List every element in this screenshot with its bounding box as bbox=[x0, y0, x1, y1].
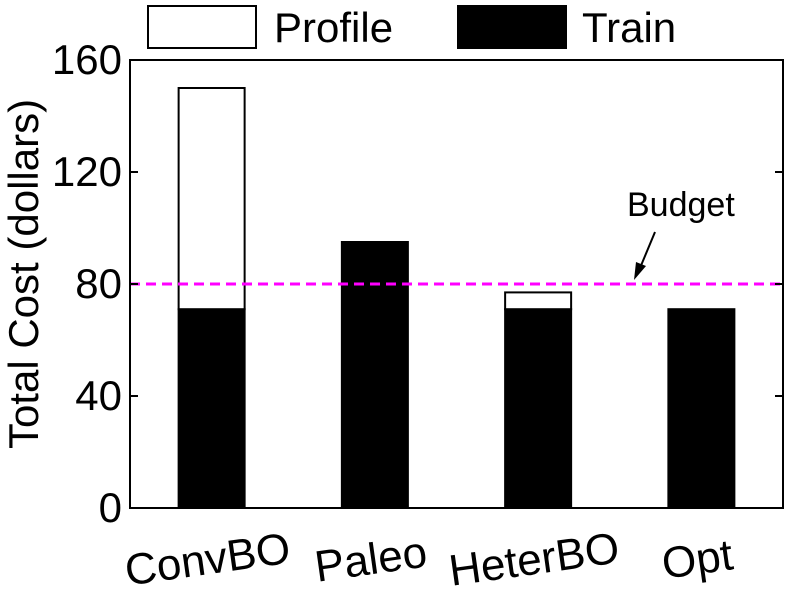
budget-arrow-head bbox=[634, 262, 646, 280]
y-axis-ticks: 0 40 80 120 160 bbox=[52, 36, 783, 531]
budget-annotation: Budget bbox=[627, 186, 735, 280]
y-tick-label-120: 120 bbox=[52, 148, 122, 195]
x-category-label-heterbo: HeterBO bbox=[446, 523, 622, 595]
bars-group bbox=[177, 87, 736, 510]
y-tick-label-0: 0 bbox=[99, 484, 122, 531]
bar-convbo-profile bbox=[177, 87, 246, 311]
bar-heterbo-train bbox=[504, 308, 573, 510]
y-axis-title: Total Cost (dollars) bbox=[0, 99, 47, 449]
x-axis-category-labels: ConvBO Paleo HeterBO Opt bbox=[122, 523, 736, 595]
legend-train-swatch bbox=[457, 5, 567, 49]
legend-profile-label: Profile bbox=[274, 4, 393, 51]
y-tick-label-160: 160 bbox=[52, 36, 122, 83]
budget-label: Budget bbox=[627, 186, 735, 224]
y-tick-label-80: 80 bbox=[75, 260, 122, 307]
bar-convbo-train bbox=[177, 308, 246, 510]
y-tick-label-40: 40 bbox=[75, 372, 122, 419]
legend-profile-swatch bbox=[147, 5, 257, 49]
legend: Profile Train bbox=[147, 4, 676, 51]
bar-paleo-train bbox=[340, 241, 409, 509]
bar-opt-train bbox=[667, 308, 736, 510]
bar-heterbo-profile bbox=[504, 291, 573, 311]
x-category-label-convbo: ConvBO bbox=[122, 524, 293, 596]
legend-train-label: Train bbox=[582, 4, 676, 51]
x-category-label-paleo: Paleo bbox=[312, 528, 430, 592]
budget-arrow bbox=[639, 231, 656, 269]
x-category-label-opt: Opt bbox=[659, 530, 736, 588]
